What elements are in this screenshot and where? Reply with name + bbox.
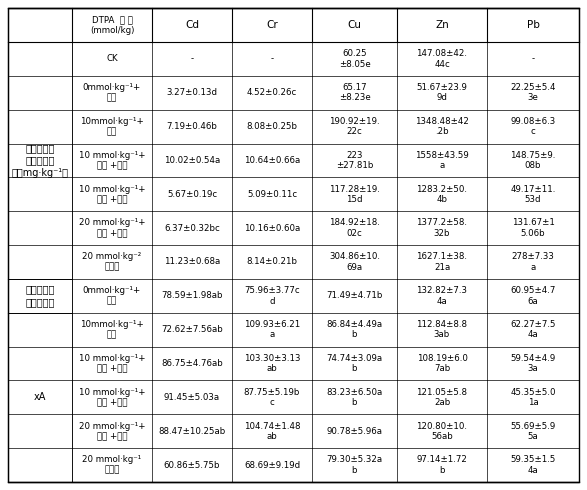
Text: 72.62±7.56ab: 72.62±7.56ab [161,325,223,334]
Text: 1348.48±42
.2b: 1348.48±42 .2b [415,117,469,136]
Text: DTPA  浓 度
(mmol/kg): DTPA 浓 度 (mmol/kg) [90,15,134,35]
Text: 地上部重金
属富集系数: 地上部重金 属富集系数 [25,285,55,307]
Text: 91.45±5.03a: 91.45±5.03a [164,393,220,402]
Text: 74.74±3.09a
b: 74.74±3.09a b [326,354,383,373]
Text: 90.78±5.96a: 90.78±5.96a [326,427,383,436]
Text: 86.84±4.49a
b: 86.84±4.49a b [326,320,383,340]
Text: 59.54±4.9
3a: 59.54±4.9 3a [510,354,556,373]
Text: 75.96±3.77c
d: 75.96±3.77c d [244,286,300,306]
Text: 86.75±4.76ab: 86.75±4.76ab [161,359,223,368]
Text: 7.19±0.46b: 7.19±0.46b [167,122,217,131]
Text: 88.47±10.25ab: 88.47±10.25ab [158,427,225,436]
Text: 87.75±5.19b
c: 87.75±5.19b c [244,388,300,407]
Text: Cr: Cr [266,20,278,30]
Text: 黑麦草地上
部重金属浓
度（mg·kg⁻¹）: 黑麦草地上 部重金属浓 度（mg·kg⁻¹） [12,143,69,178]
Text: 20 mmol·kg⁻¹+
隔层 +植物: 20 mmol·kg⁻¹+ 隔层 +植物 [79,421,145,441]
Text: 148.75±9.
08b: 148.75±9. 08b [510,151,556,170]
Text: 62.27±7.5
4a: 62.27±7.5 4a [510,320,556,340]
Text: 108.19±6.0
7ab: 108.19±6.0 7ab [417,354,467,373]
Text: 1283.2±50.
4b: 1283.2±50. 4b [417,185,467,204]
Text: 104.74±1.48
ab: 104.74±1.48 ab [244,421,300,441]
Text: Zn: Zn [435,20,449,30]
Text: 8.14±0.21b: 8.14±0.21b [247,258,298,267]
Text: 147.08±42.
44c: 147.08±42. 44c [417,49,467,69]
Text: 304.86±10.
69a: 304.86±10. 69a [329,252,380,271]
Text: 10 mmol·kg⁻¹+
隔层 +植物: 10 mmol·kg⁻¹+ 隔层 +植物 [79,354,145,373]
Text: 79.30±5.32a
b: 79.30±5.32a b [326,455,383,475]
Text: 5.09±0.11c: 5.09±0.11c [247,190,297,199]
Text: 65.17
±8.23e: 65.17 ±8.23e [339,83,370,102]
Text: 117.28±19.
15d: 117.28±19. 15d [329,185,380,204]
Text: 60.25
±8.05e: 60.25 ±8.05e [339,49,370,69]
Text: 11.23±0.68a: 11.23±0.68a [164,258,220,267]
Text: 109.93±6.21
a: 109.93±6.21 a [244,320,300,340]
Text: 8.08±0.25b: 8.08±0.25b [247,122,298,131]
Text: 10 mmol·kg⁻¹+
隔层 +植物: 10 mmol·kg⁻¹+ 隔层 +植物 [79,388,145,407]
Text: 3.27±0.13d: 3.27±0.13d [167,88,218,98]
Text: 103.30±3.13
ab: 103.30±3.13 ab [244,354,300,373]
Text: 20 mmol·kg⁻²
无植物: 20 mmol·kg⁻² 无植物 [82,252,141,271]
Text: 0mmol·kg⁻¹+
植物: 0mmol·kg⁻¹+ 植物 [83,83,141,102]
Text: 278±7.33
a: 278±7.33 a [511,252,555,271]
Text: 10mmol·kg⁻¹+
植物: 10mmol·kg⁻¹+ 植物 [80,117,144,136]
Text: xA: xA [34,392,46,402]
Text: 99.08±6.3
c: 99.08±6.3 c [510,117,556,136]
Text: 78.59±1.98ab: 78.59±1.98ab [161,292,222,300]
Text: 71.49±4.71b: 71.49±4.71b [326,292,383,300]
Text: -: - [190,54,194,63]
Text: 1558±43.59
a: 1558±43.59 a [415,151,469,170]
Text: 184.92±18.
02c: 184.92±18. 02c [329,219,380,238]
Text: 223
±27.81b: 223 ±27.81b [336,151,373,170]
Text: 10mmol·kg⁻¹+
植物: 10mmol·kg⁻¹+ 植物 [80,320,144,340]
Text: 6.37±0.32bc: 6.37±0.32bc [164,223,220,233]
Text: Cd: Cd [185,20,199,30]
Text: 10 mmol·kg⁻¹+
隔层 +植物: 10 mmol·kg⁻¹+ 隔层 +植物 [79,185,145,204]
Text: 10.16±0.60a: 10.16±0.60a [244,223,300,233]
Text: 120.80±10.
56ab: 120.80±10. 56ab [417,421,467,441]
Text: 97.14±1.72
b: 97.14±1.72 b [417,455,467,475]
Text: CK: CK [106,54,118,63]
Text: 59.35±1.5
4a: 59.35±1.5 4a [510,455,556,475]
Text: 5.67±0.19c: 5.67±0.19c [167,190,217,199]
Text: 132.82±7.3
4a: 132.82±7.3 4a [417,286,467,306]
Text: 60.95±4.7
6a: 60.95±4.7 6a [510,286,556,306]
Text: 121.05±5.8
2ab: 121.05±5.8 2ab [417,388,467,407]
Text: 83.23±6.50a
b: 83.23±6.50a b [326,388,383,407]
Text: -: - [531,54,535,63]
Text: 0mmol·kg⁻¹+
植物: 0mmol·kg⁻¹+ 植物 [83,286,141,306]
Text: 1627.1±38.
21a: 1627.1±38. 21a [417,252,467,271]
Text: 10.64±0.66a: 10.64±0.66a [244,156,300,165]
Text: 68.69±9.19d: 68.69±9.19d [244,461,300,469]
Text: 22.25±5.4
3e: 22.25±5.4 3e [510,83,556,102]
Text: 45.35±5.0
1a: 45.35±5.0 1a [510,388,556,407]
Text: 55.69±5.9
5a: 55.69±5.9 5a [510,421,556,441]
Text: 60.86±5.75b: 60.86±5.75b [164,461,220,469]
Text: Cu: Cu [348,20,362,30]
Text: 112.84±8.8
3ab: 112.84±8.8 3ab [417,320,467,340]
Text: 49.17±11.
53d: 49.17±11. 53d [510,185,556,204]
Text: -: - [271,54,274,63]
Text: Pb: Pb [527,20,539,30]
Text: 4.52±0.26c: 4.52±0.26c [247,88,297,98]
Text: 131.67±1
5.06b: 131.67±1 5.06b [511,219,555,238]
Text: 51.67±23.9
9d: 51.67±23.9 9d [417,83,467,102]
Text: 190.92±19.
22c: 190.92±19. 22c [329,117,380,136]
Text: 20 mmol·kg⁻¹+
隔层 +植物: 20 mmol·kg⁻¹+ 隔层 +植物 [79,219,145,238]
Text: 20 mmol·kg⁻¹
无植物: 20 mmol·kg⁻¹ 无植物 [82,455,141,475]
Text: 10 mmol·kg⁻¹+
隔层 +植物: 10 mmol·kg⁻¹+ 隔层 +植物 [79,151,145,170]
Text: 1377.2±58.
32b: 1377.2±58. 32b [417,219,467,238]
Text: 10.02±0.54a: 10.02±0.54a [164,156,220,165]
